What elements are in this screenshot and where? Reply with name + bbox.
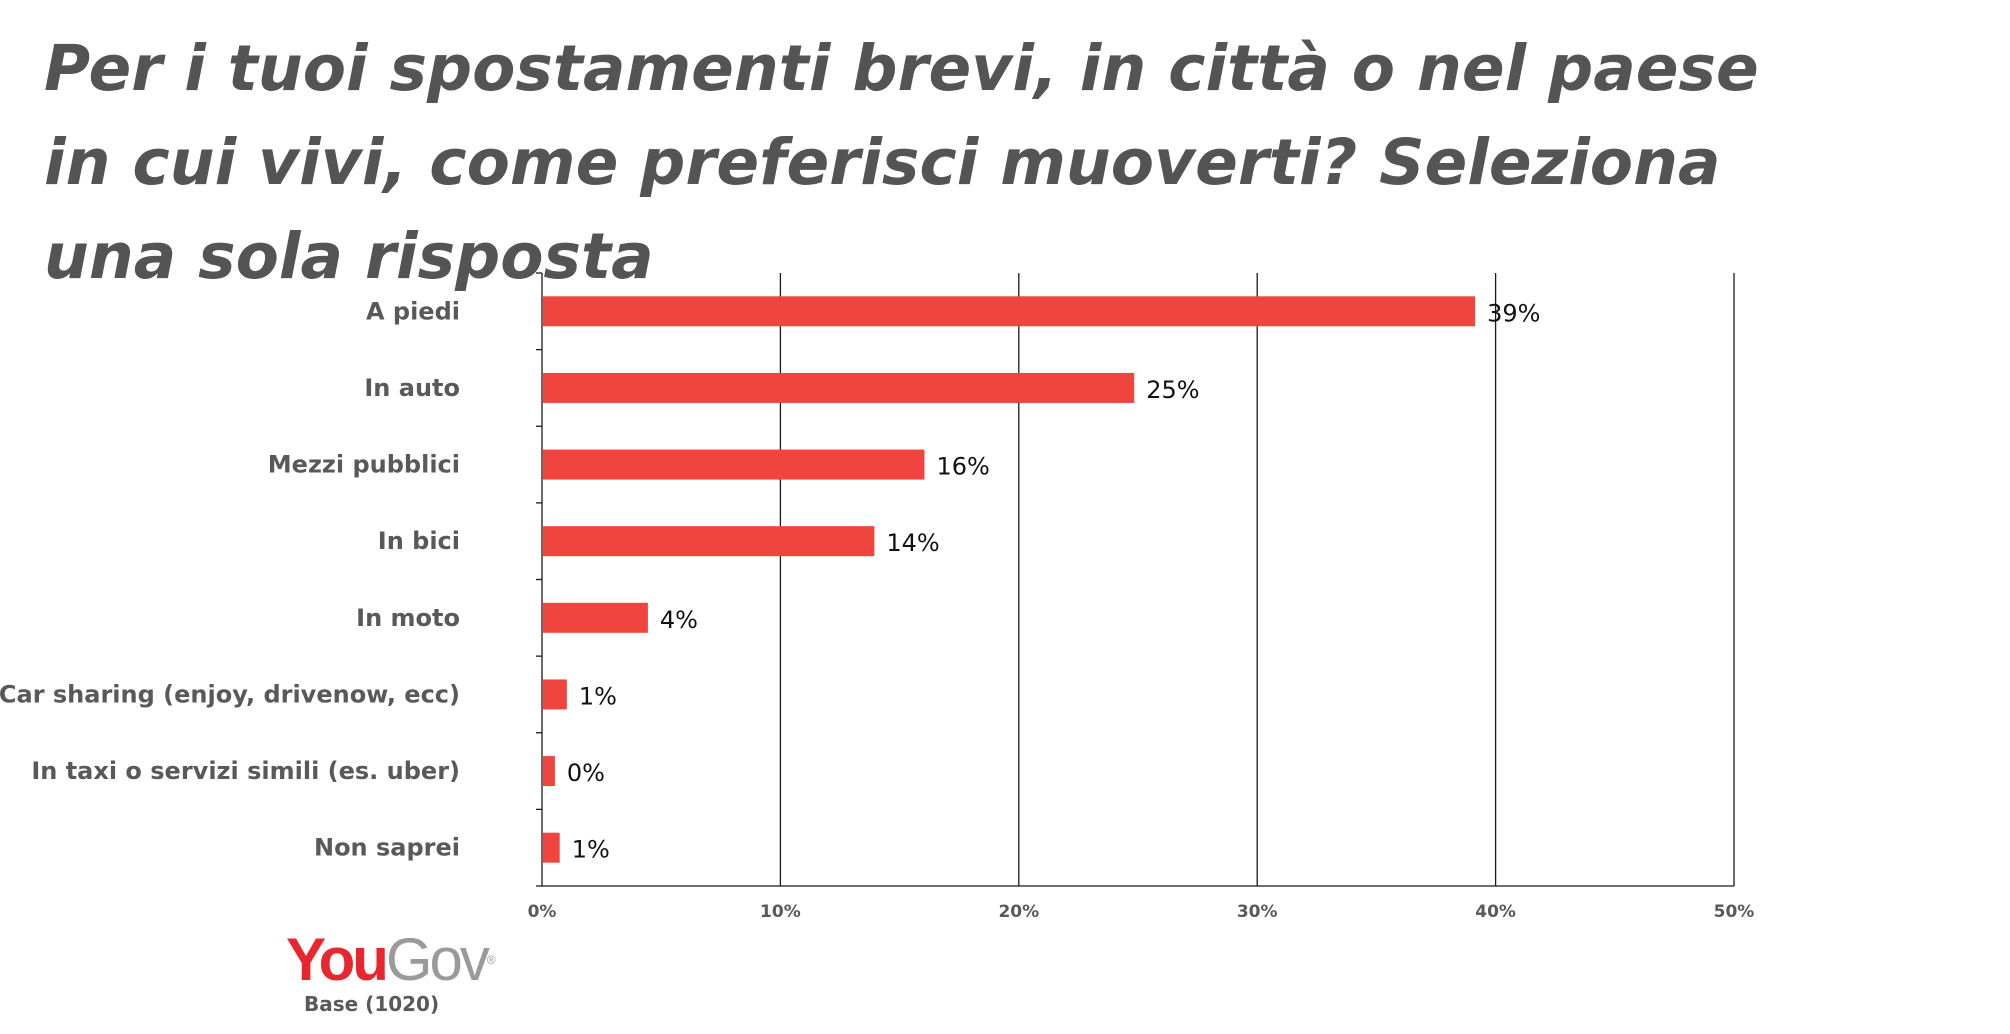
x-tick-label: 0% — [528, 902, 557, 922]
category-label: In moto — [356, 604, 460, 632]
x-tick-label: 30% — [1237, 902, 1278, 922]
bar — [543, 756, 555, 787]
data-label: 16% — [936, 453, 989, 481]
category-label: Car sharing (enjoy, drivenow, ecc) — [0, 680, 460, 708]
category-label: Non saprei — [314, 834, 460, 862]
bar — [543, 602, 648, 633]
bar — [543, 679, 567, 710]
category-label: In bici — [378, 527, 460, 555]
base-note: Base (1020) — [304, 992, 440, 1016]
data-label: 4% — [660, 606, 698, 634]
x-tick-label: 50% — [1714, 902, 1755, 922]
category-label: A piedi — [366, 297, 460, 325]
bar — [543, 449, 925, 480]
category-label: Mezzi pubblici — [268, 451, 460, 479]
data-label: 0% — [567, 759, 605, 787]
x-tick-label: 20% — [998, 902, 1039, 922]
category-label: In taxi o servizi simili (es. uber) — [31, 757, 460, 785]
category-label: In auto — [364, 374, 460, 402]
labels: 0% 10% 20% 30% 40% 50% A piedi 39% In auto 25% Mez… — [0, 297, 1754, 922]
data-label: 1% — [572, 836, 610, 864]
data-label: 14% — [886, 529, 939, 557]
yougov-logo: YouGov® — [286, 926, 496, 993]
bar — [543, 526, 875, 557]
data-label: 25% — [1146, 376, 1199, 404]
gridlines — [536, 272, 1735, 887]
bar — [543, 296, 1476, 327]
bar — [543, 832, 560, 863]
data-label: 1% — [579, 682, 617, 710]
x-tick-label: 10% — [760, 902, 801, 922]
chart-title: Per i tuoi spostamenti brevi, in città o… — [44, 32, 1759, 293]
bars — [543, 296, 1476, 863]
bar — [543, 372, 1135, 403]
data-label: 39% — [1487, 299, 1540, 327]
x-tick-label: 40% — [1475, 902, 1516, 922]
